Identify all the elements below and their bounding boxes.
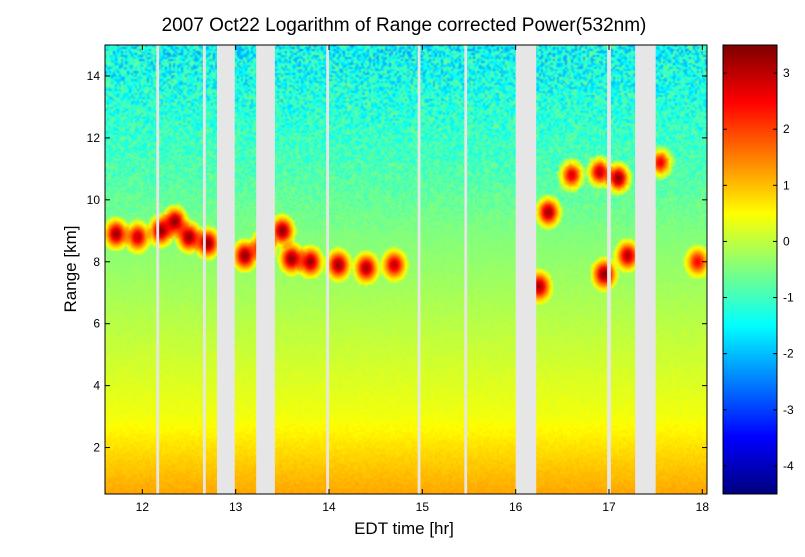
x-tick-label: 15 <box>416 500 430 514</box>
colorbar-frame <box>722 44 778 495</box>
colorbar-tick-label: 0 <box>783 234 790 248</box>
colorbar-tick-label: 3 <box>783 66 790 80</box>
data-gap-band <box>217 45 235 494</box>
colorbar-gradient <box>723 45 777 494</box>
x-tick-label: 12 <box>136 500 150 514</box>
colorbar-tick-label: -2 <box>783 347 794 361</box>
y-tick-label: 6 <box>93 317 100 331</box>
colorbar-ticks: 3 2 1 0 -1 -2 -3 -4 <box>723 66 794 473</box>
colorbar-tick-label: -4 <box>783 459 794 473</box>
y-axis-ticks: 2 4 6 8 10 12 14 <box>87 69 707 455</box>
y-axis-label: Range [km] <box>61 226 80 313</box>
y-tick-label: 10 <box>87 193 101 207</box>
y-tick-label: 14 <box>87 69 101 83</box>
y-tick-label: 8 <box>93 255 100 269</box>
plot-area <box>104 44 708 495</box>
y-tick-label: 12 <box>87 131 101 145</box>
x-axis-label: EDT time [hr] <box>354 519 454 538</box>
x-tick-label: 14 <box>322 500 336 514</box>
x-tick-label: 16 <box>509 500 523 514</box>
data-gap-band <box>635 45 656 494</box>
data-gap-band <box>607 45 611 494</box>
x-tick-label: 17 <box>602 500 616 514</box>
colorbar-tick-label: 2 <box>783 122 790 136</box>
data-gap-band <box>464 45 468 494</box>
data-gap-band <box>203 45 206 494</box>
y-tick-label: 2 <box>93 441 100 455</box>
x-tick-label: 13 <box>229 500 243 514</box>
data-gap-band <box>256 45 275 494</box>
colorbar: 3 2 1 0 -1 -2 -3 -4 <box>722 44 794 495</box>
chart-title: 2007 Oct22 Logarithm of Range corrected … <box>162 15 647 36</box>
data-gap-bands <box>156 45 656 494</box>
data-gap-band <box>417 45 421 494</box>
data-gap-band <box>156 45 160 494</box>
data-gap-band <box>515 45 537 494</box>
y-tick-label: 4 <box>93 379 100 393</box>
colorbar-tick-label: 1 <box>783 178 790 192</box>
heatmap-image <box>105 45 707 494</box>
colorbar-tick-label: -3 <box>783 403 794 417</box>
x-tick-label: 18 <box>696 500 710 514</box>
plot-frame <box>104 44 708 495</box>
colorbar-tick-label: -1 <box>783 291 794 305</box>
x-axis-ticks: 12 13 14 15 16 17 18 <box>136 45 710 514</box>
data-gap-band <box>326 45 329 494</box>
